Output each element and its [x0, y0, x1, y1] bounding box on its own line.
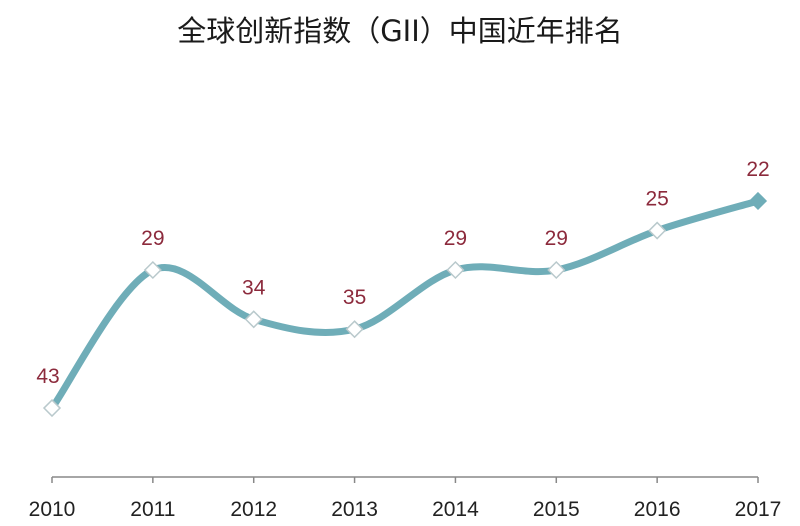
- x-tick-label: 2015: [533, 498, 580, 521]
- data-point-marker: [648, 221, 667, 240]
- data-point-marker: [748, 191, 768, 211]
- data-point-marker: [244, 310, 263, 329]
- data-label: 29: [444, 227, 467, 250]
- data-point-marker: [446, 260, 465, 280]
- x-tick-label: 2012: [230, 498, 277, 521]
- data-label: 25: [645, 188, 668, 211]
- data-label: 29: [141, 227, 164, 250]
- chart-title: 全球创新指数（GII）中国近年排名: [177, 14, 623, 48]
- data-point-marker: [547, 260, 566, 280]
- x-tick-label: 2014: [432, 498, 479, 521]
- x-tick-label: 2010: [29, 498, 76, 521]
- x-tick-label: 2017: [735, 498, 782, 521]
- x-tick-label: 2016: [634, 498, 681, 521]
- x-tick-label: 2013: [331, 498, 378, 521]
- data-point-marker: [42, 398, 62, 418]
- data-label: 35: [343, 286, 366, 309]
- data-point-marker: [143, 260, 162, 280]
- x-tick-label: 2011: [130, 498, 175, 521]
- data-label: 29: [545, 227, 568, 250]
- data-point-marker: [345, 320, 364, 339]
- data-label: 34: [242, 276, 266, 299]
- data-label: 43: [36, 365, 59, 388]
- data-label: 22: [746, 158, 769, 181]
